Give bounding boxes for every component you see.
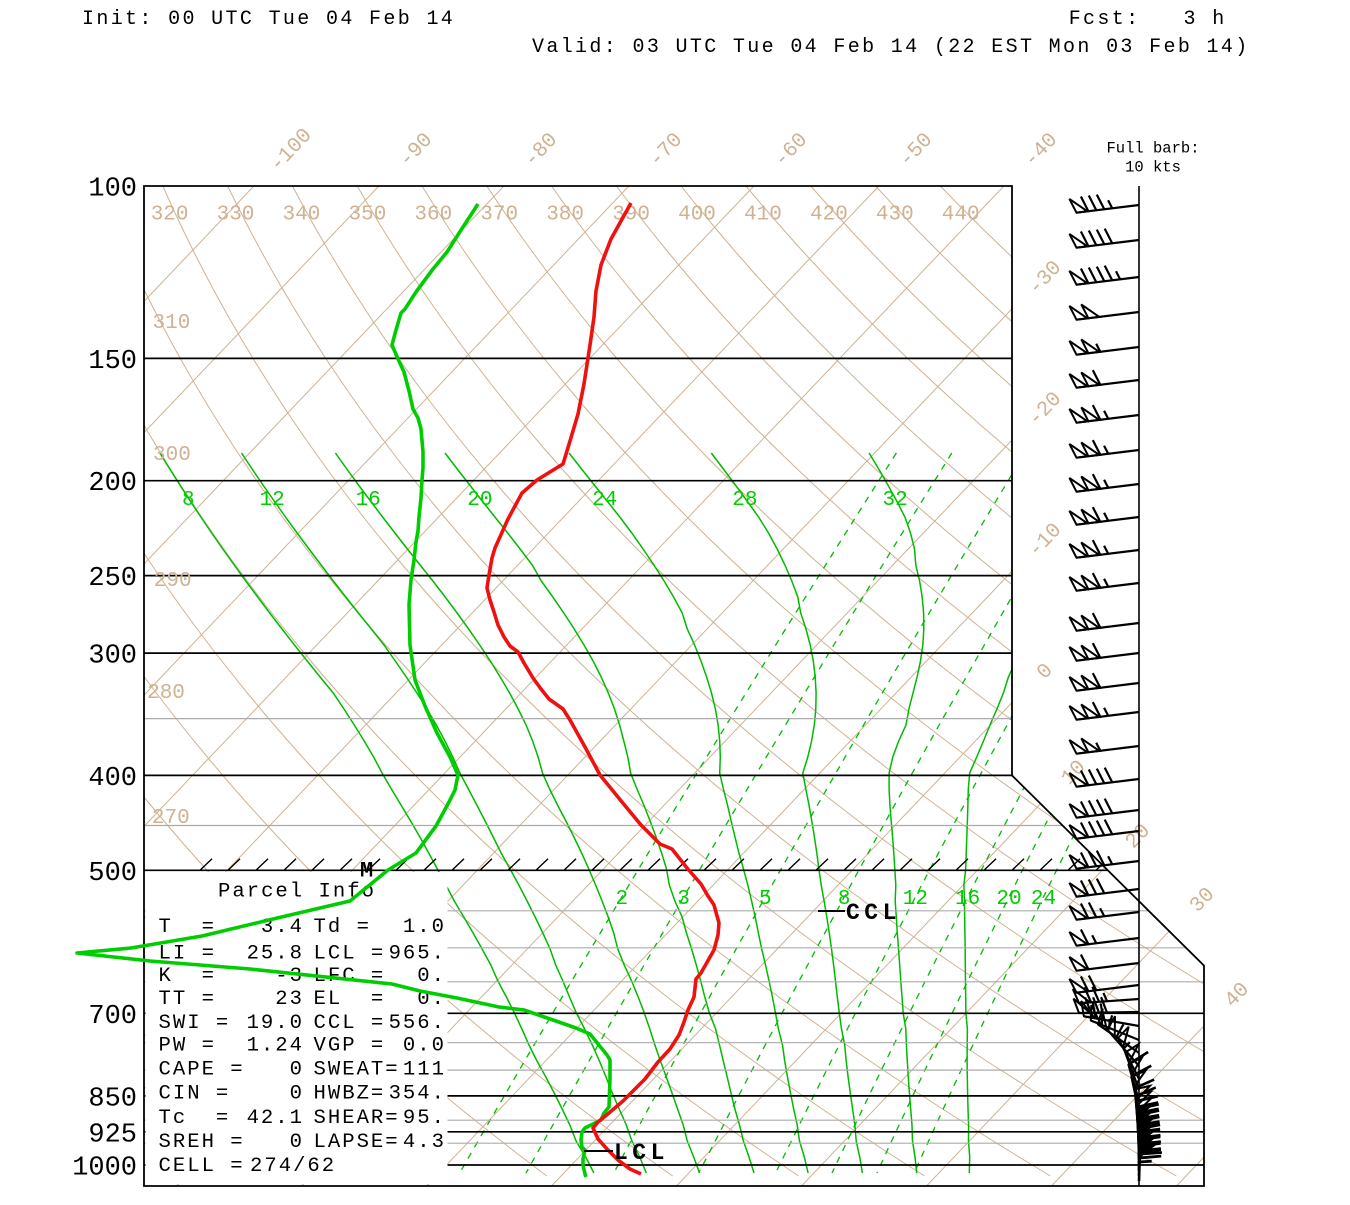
svg-text:SHEAR=: SHEAR= [314, 1107, 400, 1130]
svg-text:300: 300 [153, 444, 191, 467]
svg-text:430: 430 [876, 204, 914, 227]
svg-text:850: 850 [88, 1084, 137, 1114]
svg-text:EL =: EL = [314, 988, 386, 1011]
svg-text:K =: K = [159, 965, 216, 988]
svg-text:HWBZ=: HWBZ= [314, 1083, 386, 1106]
svg-text:16: 16 [356, 489, 381, 512]
svg-text:TT =: TT = [159, 988, 216, 1011]
svg-text:354.: 354. [389, 1083, 446, 1106]
svg-text:1000: 1000 [72, 1154, 137, 1184]
svg-text:CELL =: CELL = [159, 1155, 245, 1178]
svg-text:410: 410 [744, 204, 782, 227]
svg-text:0: 0 [290, 1083, 304, 1106]
svg-text:PW =: PW = [159, 1035, 216, 1058]
svg-text:360: 360 [414, 204, 452, 227]
svg-text:1.0: 1.0 [403, 916, 446, 939]
svg-text:SREH =: SREH = [159, 1131, 245, 1154]
svg-text:370: 370 [480, 204, 518, 227]
svg-text:700: 700 [88, 1002, 137, 1032]
svg-text:42.1: 42.1 [247, 1107, 304, 1130]
svg-text:Valid: 03 UTC Tue 04 Feb 14 (2: Valid: 03 UTC Tue 04 Feb 14 (22 EST Mon … [532, 36, 1250, 59]
svg-text:380: 380 [546, 204, 584, 227]
svg-text:340: 340 [282, 204, 320, 227]
svg-text:25.8: 25.8 [247, 942, 304, 965]
svg-text:0.: 0. [417, 965, 446, 988]
svg-text:20: 20 [996, 888, 1021, 911]
svg-text:SWEAT=: SWEAT= [314, 1059, 400, 1082]
svg-text:350: 350 [348, 204, 386, 227]
svg-text:150: 150 [88, 347, 137, 377]
svg-text:95.: 95. [403, 1107, 446, 1130]
svg-text:Full barb:: Full barb: [1106, 140, 1199, 158]
svg-text:400: 400 [678, 204, 716, 227]
svg-text:28: 28 [732, 489, 757, 512]
svg-text:24: 24 [1031, 888, 1056, 911]
svg-text:300: 300 [88, 642, 137, 672]
svg-text:5: 5 [759, 888, 772, 911]
svg-text:330: 330 [217, 204, 255, 227]
svg-text:10 kts: 10 kts [1125, 159, 1181, 177]
svg-text:23: 23 [275, 988, 304, 1011]
svg-text:274/62: 274/62 [250, 1155, 336, 1178]
svg-text:LAPSE=: LAPSE= [314, 1131, 400, 1154]
svg-text:111: 111 [403, 1059, 446, 1082]
svg-text:310: 310 [152, 312, 190, 335]
svg-text:Tc =: Tc = [159, 1107, 231, 1130]
svg-text:-3: -3 [275, 965, 304, 988]
svg-text:556.: 556. [389, 1012, 446, 1035]
svg-text:20: 20 [467, 489, 492, 512]
svg-text:M: M [360, 859, 373, 884]
svg-text:CCL =: CCL = [314, 1012, 386, 1035]
svg-text:VGP =: VGP = [314, 1035, 386, 1058]
svg-text:925: 925 [88, 1120, 137, 1150]
svg-text:16: 16 [955, 888, 980, 911]
svg-text:LCL: LCL [614, 1140, 669, 1166]
svg-text:400: 400 [88, 764, 137, 794]
svg-text:270: 270 [152, 807, 190, 830]
svg-text:0.0: 0.0 [403, 1035, 446, 1058]
svg-text:2: 2 [615, 888, 628, 911]
svg-text:200: 200 [88, 469, 137, 499]
svg-text:250: 250 [88, 564, 137, 594]
svg-text:500: 500 [88, 859, 137, 889]
svg-text:4.3: 4.3 [403, 1131, 446, 1154]
svg-text:280: 280 [147, 682, 185, 705]
svg-text:CAPE =: CAPE = [159, 1059, 245, 1082]
svg-text:32: 32 [882, 489, 907, 512]
svg-text:CIN =: CIN = [159, 1083, 231, 1106]
svg-text:Fcst: 3 h: Fcst: 3 h [1069, 8, 1227, 31]
svg-text:CCL: CCL [846, 900, 901, 926]
svg-text:12: 12 [259, 489, 284, 512]
svg-text:LCL =: LCL = [314, 942, 386, 965]
svg-text:19.0: 19.0 [247, 1012, 304, 1035]
svg-text:320: 320 [151, 204, 189, 227]
svg-text:Td =: Td = [314, 916, 371, 939]
svg-text:3: 3 [677, 888, 690, 911]
svg-text:1.24: 1.24 [247, 1035, 304, 1058]
svg-text:24: 24 [592, 489, 617, 512]
svg-text:8: 8 [182, 489, 195, 512]
svg-text:100: 100 [88, 175, 137, 205]
svg-text:440: 440 [942, 204, 980, 227]
svg-text:0: 0 [290, 1059, 304, 1082]
svg-text:12: 12 [903, 888, 928, 911]
svg-text:965.: 965. [389, 942, 446, 965]
svg-text:0: 0 [290, 1131, 304, 1154]
svg-text:290: 290 [154, 570, 192, 593]
svg-text:420: 420 [810, 204, 848, 227]
svg-text:Init: 00 UTC Tue 04 Feb 14: Init: 00 UTC Tue 04 Feb 14 [82, 8, 455, 31]
svg-text:SWI =: SWI = [159, 1012, 231, 1035]
